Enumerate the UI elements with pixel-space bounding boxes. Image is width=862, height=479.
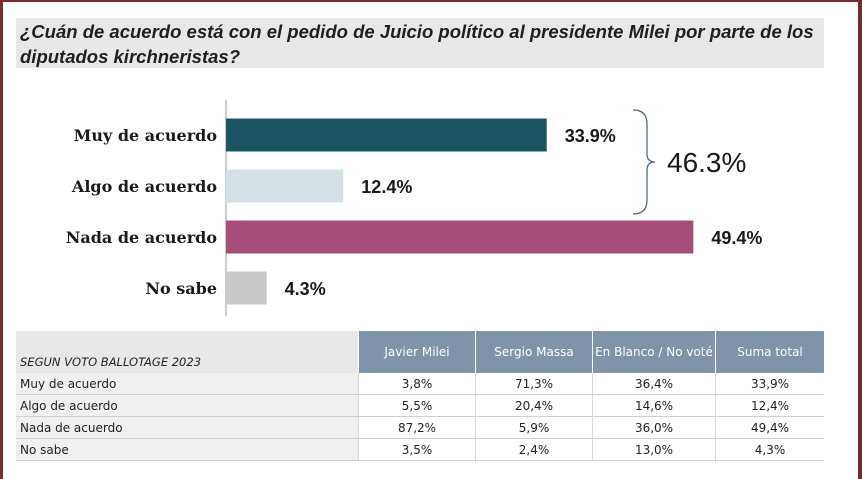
row-label: Nada de acuerdo	[16, 417, 359, 439]
data-label: 49.4%	[711, 228, 762, 248]
column-header: Suma total	[716, 331, 825, 373]
column-header: Sergio Massa	[476, 331, 593, 373]
table-cell: 3,8%	[359, 373, 476, 395]
table-row: Nada de acuerdo 87,2% 5,9% 36,0% 49,4%	[16, 417, 824, 439]
table-cell: 13,0%	[593, 439, 716, 461]
table-row: Muy de acuerdo 3,8% 71,3% 36,4% 33,9%	[16, 373, 824, 395]
bracket	[633, 110, 655, 214]
table-cell: 71,3%	[476, 373, 593, 395]
vote-breakdown-table: SEGUN VOTO BALLOTAGE 2023 Javier Milei S…	[16, 331, 824, 461]
bar	[226, 221, 693, 254]
table-cell: 5,5%	[359, 395, 476, 417]
table-row: No sabe 3,5% 2,4% 13,0% 4,3%	[16, 439, 824, 461]
column-header: Javier Milei	[359, 331, 476, 373]
bracket-total-label: 46.3%	[667, 147, 746, 178]
table-cell: 5,9%	[476, 417, 593, 439]
category-label: Nada de acuerdo	[66, 228, 218, 247]
data-label: 4.3%	[285, 279, 326, 299]
data-label: 33.9%	[565, 126, 616, 146]
category-label: Algo de acuerdo	[71, 177, 217, 196]
table-cell: 3,5%	[359, 439, 476, 461]
bar	[226, 119, 547, 152]
column-header: En Blanco / No voté	[593, 331, 716, 373]
table-row: Algo de acuerdo 5,5% 20,4% 14,6% 12,4%	[16, 395, 824, 417]
table-cell: 33,9%	[716, 373, 825, 395]
table-cell: 14,6%	[593, 395, 716, 417]
category-label: Muy de acuerdo	[74, 126, 218, 145]
table-cell: 36,4%	[593, 373, 716, 395]
table-cell: 12,4%	[716, 395, 825, 417]
bar	[226, 272, 267, 305]
table-cell: 36,0%	[593, 417, 716, 439]
table-cell: 2,4%	[476, 439, 593, 461]
table-caption: SEGUN VOTO BALLOTAGE 2023	[16, 331, 359, 373]
row-label: No sabe	[16, 439, 359, 461]
data-label: 12.4%	[361, 177, 412, 197]
row-label: Algo de acuerdo	[16, 395, 359, 417]
bar	[226, 170, 343, 203]
bar-chart: Muy de acuerdo 33.9% Algo de acuerdo 12.4% N…	[0, 0, 862, 330]
table-header-row: SEGUN VOTO BALLOTAGE 2023 Javier Milei S…	[16, 331, 824, 373]
table-cell: 87,2%	[359, 417, 476, 439]
row-label: Muy de acuerdo	[16, 373, 359, 395]
table-cell: 49,4%	[716, 417, 825, 439]
category-label: No sabe	[145, 279, 217, 298]
table-cell: 4,3%	[716, 439, 825, 461]
table-cell: 20,4%	[476, 395, 593, 417]
